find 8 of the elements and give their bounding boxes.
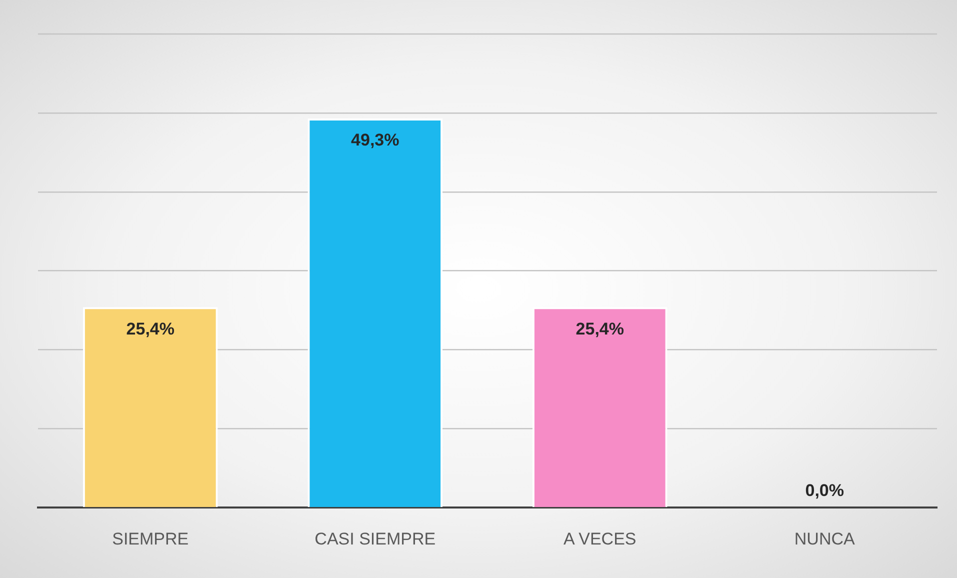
data-label: 0,0% [805, 480, 844, 500]
x-tick-label: A VECES [563, 529, 636, 548]
x-tick-label: CASI SIEMPRE [314, 529, 436, 548]
data-label: 25,4% [576, 319, 624, 338]
data-label: 25,4% [126, 319, 174, 338]
x-tick-label: SIEMPRE [112, 529, 189, 548]
x-tick-label: NUNCA [794, 529, 856, 548]
data-label: 49,3% [351, 130, 400, 150]
